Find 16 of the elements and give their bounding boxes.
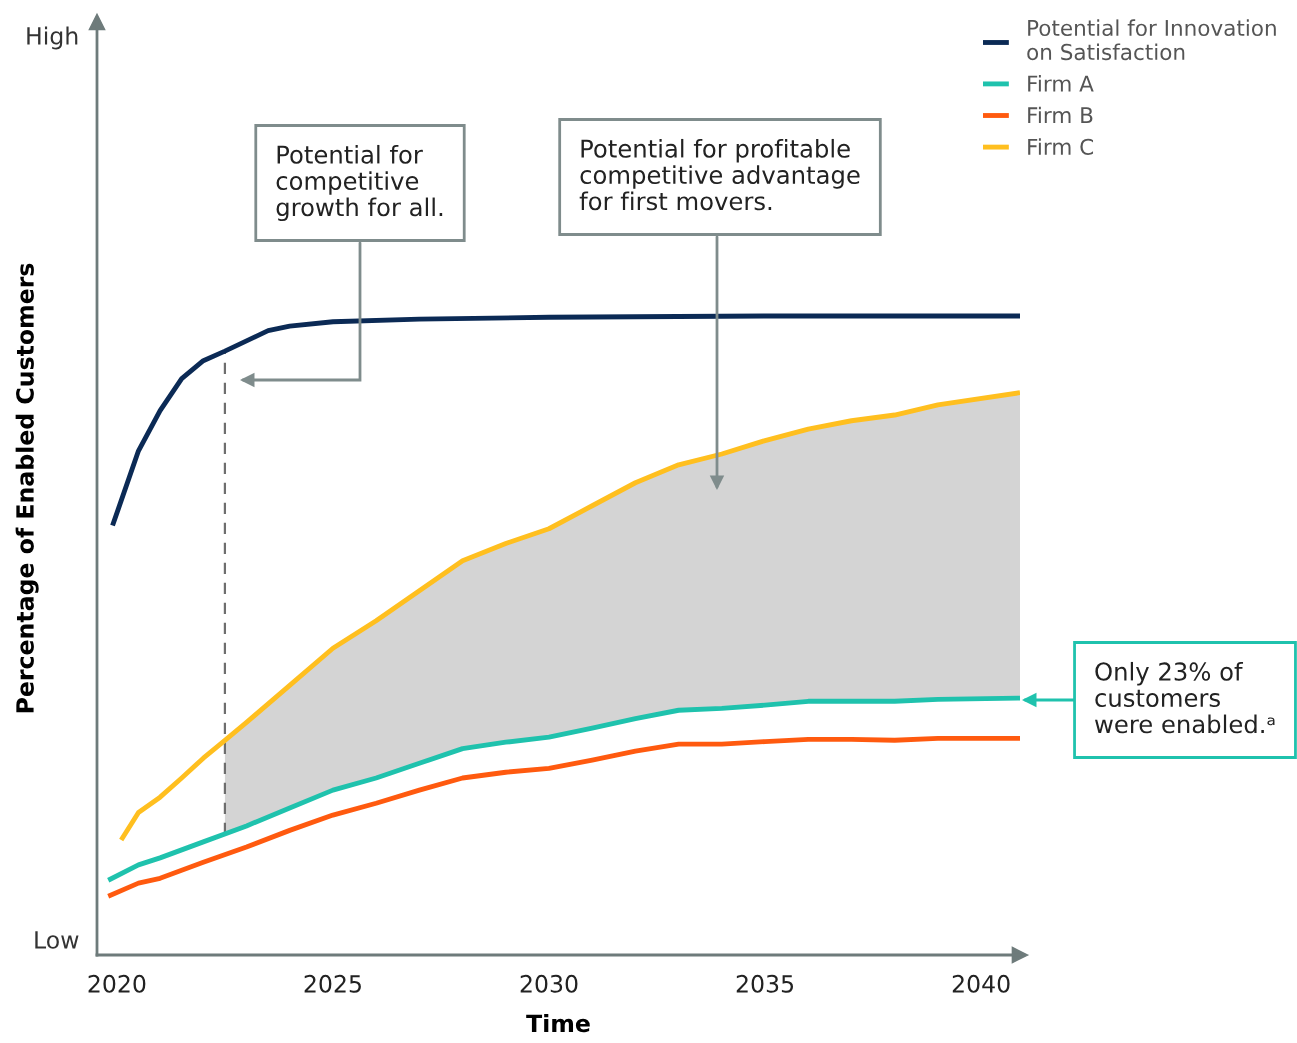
x-tick-label: 2040 — [952, 974, 1010, 993]
y-axis-title: Percentage of Enabled Customers — [15, 263, 39, 713]
legend-label: Firm A — [1028, 75, 1094, 92]
legend-label: Firm B — [1028, 106, 1093, 124]
x-tick-label: 2030 — [520, 974, 578, 993]
legend-label: Potential for Innovation on Satisfaction — [1027, 19, 1276, 61]
text: Potential for profitable competitive advantage for first movers. — [579, 138, 860, 211]
x-tick-label: 2035 — [736, 974, 794, 993]
text: High — [27, 26, 78, 50]
legend-label: Firm C — [1028, 138, 1094, 155]
text: Low — [35, 931, 79, 949]
x-tick-label: 2020 — [88, 974, 146, 993]
x-tick-label: 2025 — [304, 974, 361, 993]
x-axis-title: Time — [526, 1013, 590, 1033]
text: Only 23% of customers were enabled.ᵃ — [1095, 661, 1275, 734]
text: Potential for competitive growth for all. — [276, 144, 443, 222]
